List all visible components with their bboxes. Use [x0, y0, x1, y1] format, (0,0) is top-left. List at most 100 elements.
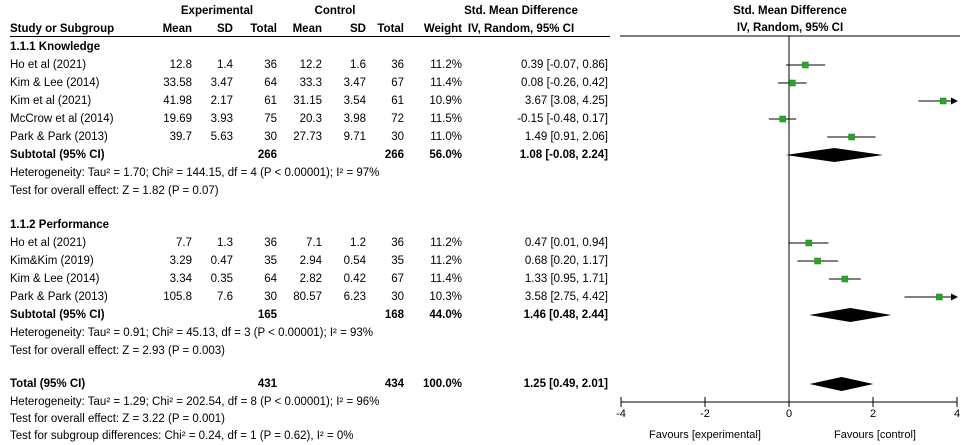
col-weight-header: Weight [423, 23, 462, 35]
col-ctrl-sd-header: SD [350, 23, 366, 35]
ctrl-sd: 1.6 [350, 59, 366, 71]
total-weight: 100.0% [422, 378, 462, 390]
ci-text: 1.33 [0.95, 1.71] [524, 273, 608, 285]
ci-arrow [951, 97, 958, 105]
plot-marks [768, 36, 958, 402]
smd-column-title: Std. Mean Difference [464, 5, 578, 17]
ctrl-total: 36 [391, 59, 404, 71]
exp-total: 30 [264, 131, 277, 143]
study-square [814, 257, 821, 265]
ctrl-mean: 2.82 [299, 273, 322, 285]
ctrl-mean: 12.2 [299, 59, 322, 71]
study-row: McCrow et al (2014) 19.69 3.93 75 20.3 3… [0, 110, 612, 128]
exp-mean: 7.7 [176, 237, 192, 249]
overall-effect-text: Test for overall effect: Z = 1.82 (P = 0… [10, 185, 219, 197]
exp-sd: 7.6 [217, 291, 233, 303]
x-tick-label: -2 [700, 408, 710, 420]
exp-total: 35 [264, 255, 277, 267]
exp-mean: 105.8 [163, 291, 192, 303]
study-row: Park & Park (2013) 105.8 7.6 30 80.57 6.… [0, 288, 612, 306]
col-exp-sd-header: SD [217, 23, 233, 35]
study-name: Ho et al (2021) [10, 59, 87, 71]
ctrl-sd: 0.42 [343, 273, 366, 285]
ctrl-total: 72 [391, 113, 404, 125]
exp-sd: 1.4 [217, 59, 233, 71]
subtotal-exp-total: 165 [257, 309, 277, 321]
ctrl-sd: 6.23 [343, 291, 366, 303]
subgroup-title-row: 1.1.1 Knowledge [0, 38, 612, 56]
weight: 10.3% [429, 291, 462, 303]
study-name: Park & Park (2013) [10, 291, 108, 303]
subtotal-exp-total: 266 [257, 149, 277, 161]
weight: 11.4% [430, 273, 462, 285]
pooled-diamond [809, 308, 892, 322]
group-experimental-label: Experimental [180, 5, 254, 17]
subgroup-title-row: 1.1.2 Performance [0, 216, 612, 234]
study-name: Ho et al (2021) [10, 237, 87, 249]
study-row: Kim et al (2021) 41.98 2.17 61 31.15 3.5… [0, 92, 612, 110]
ctrl-total: 30 [391, 291, 404, 303]
exp-mean: 3.34 [169, 273, 192, 285]
ctrl-total: 35 [391, 255, 404, 267]
subtotal-weight: 56.0% [429, 149, 462, 161]
weight: 11.2% [430, 255, 462, 267]
exp-sd: 5.63 [210, 131, 233, 143]
x-tick-label: 2 [870, 408, 876, 420]
exp-total: 30 [264, 291, 277, 303]
weight: 11.2% [430, 237, 462, 249]
ctrl-sd: 3.54 [343, 95, 366, 107]
study-row: Kim & Lee (2014) 33.58 3.47 64 33.3 3.47… [0, 74, 612, 92]
plot-title: Std. Mean Difference [733, 5, 847, 17]
subtotal-ci-text: 1.08 [-0.08, 2.24] [519, 149, 608, 161]
subtotal-ci-text: 1.46 [0.48, 2.44] [523, 309, 608, 321]
exp-total: 64 [264, 273, 277, 285]
ctrl-total: 30 [391, 131, 404, 143]
study-row: Ho et al (2021) 12.8 1.4 36 12.2 1.6 36 … [0, 56, 612, 74]
exp-sd: 0.35 [210, 273, 233, 285]
subtotal-row: Subtotal (95% CI) 165 168 44.0% 1.46 [0.… [0, 306, 612, 324]
study-name: Kim & Lee (2014) [10, 273, 100, 285]
exp-mean: 12.8 [169, 59, 192, 71]
total-row: Total (95% CI) 431 434 100.0% 1.25 [0.49… [0, 375, 612, 393]
exp-total: 36 [264, 237, 277, 249]
subtotal-row: Subtotal (95% CI) 266 266 56.0% 1.08 [-0… [0, 146, 612, 164]
ctrl-total: 36 [391, 237, 404, 249]
ci-text: 0.68 [0.20, 1.17] [524, 255, 608, 267]
pooled-diamond [785, 148, 884, 162]
col-ctrl-mean-header: Mean [292, 23, 322, 35]
ctrl-mean: 2.94 [299, 255, 322, 267]
ci-arrow [951, 293, 958, 301]
ci-text: 0.47 [0.01, 0.94] [524, 237, 608, 249]
favours-right-label: Favours [control] [834, 429, 916, 441]
total-ci-text: 1.25 [0.49, 2.01] [523, 378, 608, 390]
favours-left-label: Favours [experimental] [649, 429, 761, 441]
exp-mean: 41.98 [163, 95, 192, 107]
exp-sd: 0.47 [210, 255, 233, 267]
subtotal-ctrl-total: 168 [384, 309, 404, 321]
col-ctrl-total-header: Total [377, 23, 404, 35]
group-control-label: Control [314, 5, 356, 17]
ci-text: 0.39 [-0.07, 0.86] [521, 59, 608, 71]
weight: 11.5% [430, 113, 462, 125]
study-name: Kim&Kim (2019) [10, 255, 94, 267]
overall-effect-text: Test for overall effect: Z = 2.93 (P = 0… [10, 345, 225, 357]
exp-sd: 3.93 [210, 113, 233, 125]
subtotal-ctrl-total: 266 [384, 149, 404, 161]
exp-mean: 39.7 [169, 131, 192, 143]
ctrl-sd: 1.2 [350, 237, 366, 249]
subtotal-weight: 44.0% [429, 309, 462, 321]
total-overall-effect-text: Test for overall effect: Z = 3.22 (P = 0… [10, 413, 225, 425]
ctrl-mean: 20.3 [299, 113, 322, 125]
study-name: Park & Park (2013) [10, 131, 108, 143]
col-exp-mean-header: Mean [162, 23, 192, 35]
weight: 11.4% [430, 77, 462, 89]
heterogeneity-text: Heterogeneity: Tau² = 1.70; Chi² = 144.1… [10, 167, 380, 179]
x-tick-label: 4 [954, 408, 960, 420]
total-label: Total (95% CI) [10, 378, 86, 390]
weight: 11.2% [430, 59, 462, 71]
study-square [805, 239, 812, 247]
exp-mean: 19.69 [163, 113, 192, 125]
study-square [802, 61, 809, 69]
study-row: Park & Park (2013) 39.7 5.63 30 27.73 9.… [0, 128, 612, 146]
